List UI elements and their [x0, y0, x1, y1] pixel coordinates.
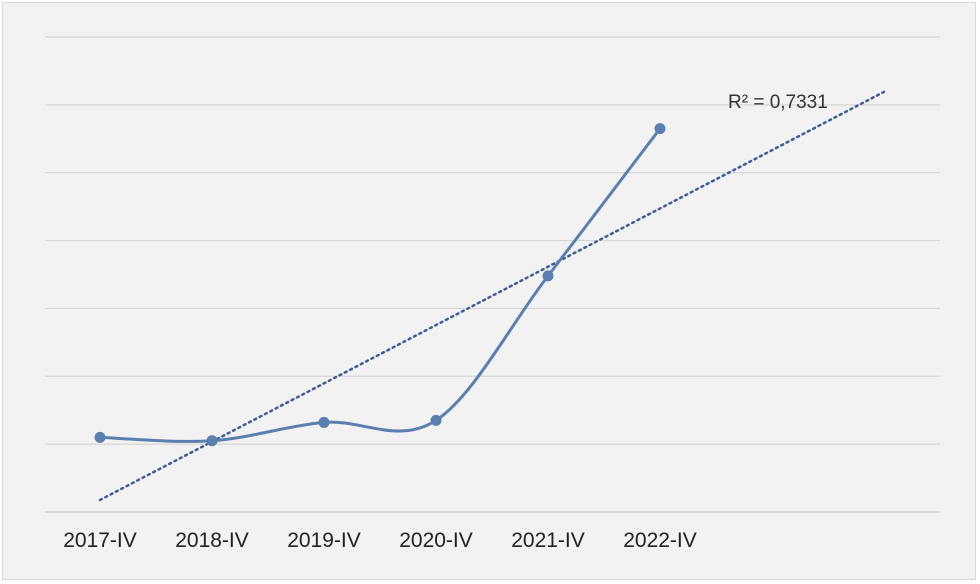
- data-point-2020-IV: [430, 414, 442, 426]
- data-point-2022-IV: [654, 123, 666, 135]
- data-point-2017-IV: [94, 431, 106, 443]
- x-tick-label: 2017-IV: [63, 529, 137, 552]
- x-tick-label: 2019-IV: [287, 529, 361, 552]
- x-tick-label: 2022-IV: [623, 529, 697, 552]
- r-squared-label: R² = 0,7331: [728, 92, 828, 113]
- gridlines: [45, 36, 940, 513]
- trendline: [98, 90, 886, 502]
- x-tick-label: 2018-IV: [175, 529, 249, 552]
- x-tick-label: 2020-IV: [399, 529, 473, 552]
- data-point-2021-IV: [542, 270, 554, 282]
- series-line: [99, 127, 662, 443]
- data-point-2018-IV: [206, 435, 218, 447]
- data-points: [94, 123, 666, 447]
- data-point-2019-IV: [318, 416, 330, 428]
- x-axis-tick-labels: 2017-IV 2018-IV 2019-IV 2020-IV 2021-IV 2022-…: [63, 529, 697, 552]
- x-tick-label: 2021-IV: [511, 529, 585, 552]
